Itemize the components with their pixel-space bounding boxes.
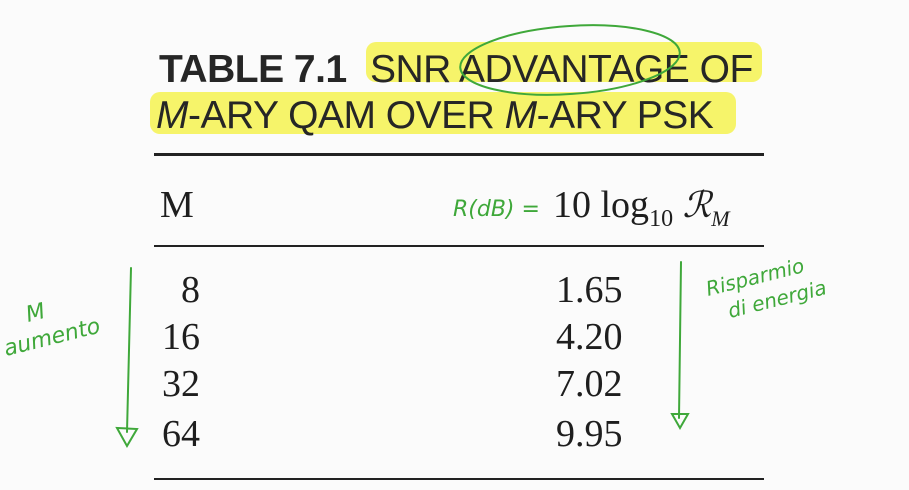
- table-label: TABLE 7.1: [159, 48, 347, 91]
- highlighter-mark: [150, 92, 736, 134]
- right-arrow-line: [678, 261, 682, 419]
- right-note-line1: Risparmio: [703, 253, 806, 301]
- right-note-line2: di energia: [725, 275, 828, 323]
- table-top-rule: [154, 153, 764, 156]
- cell-m: 8: [181, 269, 200, 311]
- cell-m: 64: [162, 413, 200, 455]
- header-rule: [154, 245, 764, 247]
- cell-snr: 1.65: [556, 269, 623, 311]
- cell-m: 32: [162, 363, 200, 405]
- left-note-line1: M: [23, 299, 47, 328]
- cell-snr: 4.20: [556, 316, 623, 358]
- left-arrow-head: [115, 426, 139, 449]
- right-arrow-head: [670, 413, 690, 431]
- header-note: R(dB) =: [453, 197, 540, 222]
- column-header-snr: 10 log10 ℛM: [553, 184, 730, 232]
- table-title-line2: M-ARY QAM OVER M-ARY PSK: [156, 94, 714, 137]
- table-bottom-rule: [154, 478, 764, 480]
- left-note-line2: aumento: [1, 314, 103, 362]
- cell-snr: 9.95: [556, 413, 623, 455]
- column-header-m: M: [160, 184, 194, 226]
- table-title-line1: SNR ADVANTAGE OF: [370, 48, 753, 91]
- cell-snr: 7.02: [556, 363, 623, 405]
- cell-m: 16: [162, 316, 200, 358]
- left-arrow-line: [126, 267, 132, 433]
